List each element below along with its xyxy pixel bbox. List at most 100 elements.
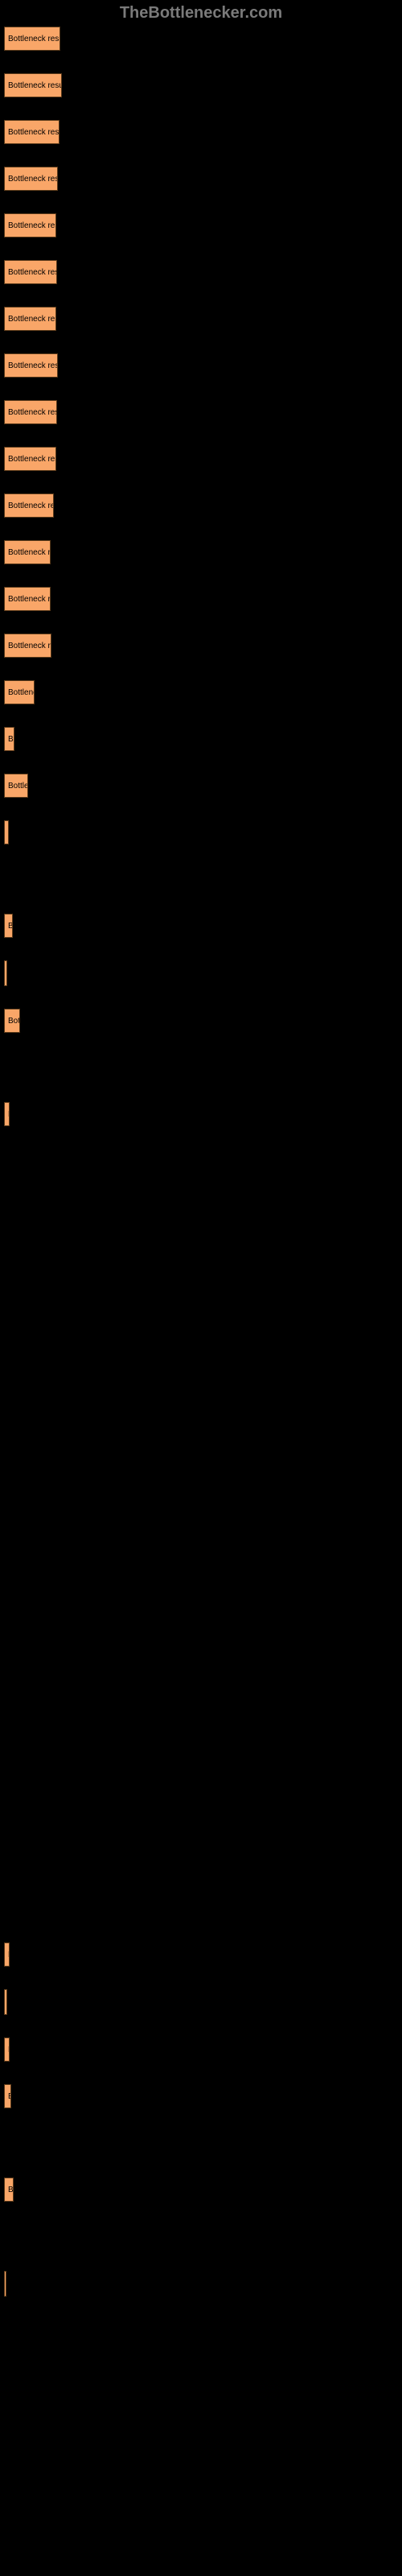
bar-label: Bottleneck res: [8, 502, 54, 510]
bar-row: [4, 1662, 398, 1686]
bar-label: Bottleneck result: [8, 35, 60, 43]
header: TheBottlenecker.com: [0, 0, 402, 27]
chart-bar: Bottleneck resu: [4, 167, 58, 191]
bar-row: Bo: [4, 2178, 398, 2202]
chart-bar: Bottleneck result: [4, 73, 62, 97]
chart-bar: Bottleneck resu: [4, 260, 57, 284]
chart-bar: Bot: [4, 727, 14, 751]
chart-bar: Bottleneck result: [4, 120, 59, 144]
bar-row: [4, 1195, 398, 1220]
chart-bar: Bottleneck re: [4, 587, 51, 611]
bar-row: Bottlen: [4, 774, 398, 798]
bar-label: Bottleneck resu: [8, 315, 56, 324]
bar-label: Bottleneck resu: [8, 268, 57, 277]
bar-row: [4, 1756, 398, 1780]
bar-label: Bott: [8, 1017, 20, 1026]
chart-bar: Bottleneck resu: [4, 447, 56, 471]
bar-label: B: [8, 2046, 10, 2054]
chart-bar: Bottleneck result: [4, 27, 60, 51]
bar-row: Bottleneck res: [4, 493, 398, 518]
bar-row: [4, 2131, 398, 2155]
chart-bar: Bo: [4, 2178, 14, 2202]
chart-bar: Bottleneck re: [4, 540, 51, 564]
bar-row: Bottleneck resu: [4, 307, 398, 331]
bar-row: Bottleneck result: [4, 120, 398, 144]
bar-row: [4, 960, 398, 986]
chart-bar: Bottleneck resu: [4, 353, 58, 378]
chart-bar: Bottleneck resu: [4, 213, 56, 237]
bar-row: Bottlenec: [4, 680, 398, 704]
bar-row: [4, 1896, 398, 1920]
bar-label: B: [8, 1951, 10, 1959]
bar-row: [4, 1289, 398, 1313]
bar-label: Bottleneck result: [8, 81, 62, 90]
chart-bar: Bottleneck res: [4, 493, 54, 518]
bar-row: [4, 1709, 398, 1733]
bar-label: Bottleneck resu: [8, 408, 57, 417]
bar-row: [4, 1149, 398, 1173]
bar-label: B: [8, 828, 9, 837]
bar-label: Bottleneck resu: [8, 361, 58, 370]
chart-bar: [4, 960, 7, 986]
bar-row: Bottleneck resu: [4, 353, 398, 378]
bar-row: [4, 1476, 398, 1500]
bar-row: Bot: [4, 727, 398, 751]
bar-row: [4, 1382, 398, 1406]
chart-bar: Bottlenec: [4, 680, 35, 704]
bar-row: Bottleneck resu: [4, 400, 398, 424]
bar-label: Bot: [8, 735, 14, 744]
chart-bar: Bo: [4, 914, 13, 938]
bar-row: [4, 1522, 398, 1546]
bar-label: Bottlen: [8, 782, 28, 791]
chart-container: Bottleneck result Bottleneck result Bottle…: [0, 27, 402, 2297]
bar-row: B: [4, 1942, 398, 1967]
bar-row: [4, 1616, 398, 1640]
chart-bar: [4, 2271, 6, 2297]
chart-bar: B: [4, 2037, 10, 2062]
bar-row: B: [4, 2037, 398, 2062]
bar-row: [4, 1989, 398, 2015]
bar-label: Bo: [8, 2186, 14, 2194]
bar-row: [4, 1429, 398, 1453]
header-title: TheBottlenecker.com: [120, 4, 282, 22]
bar-row: [4, 1802, 398, 1827]
chart-bar: B: [4, 1102, 10, 1126]
bar-label: B: [8, 1110, 10, 1119]
chart-bar: Bottleneck resu: [4, 400, 57, 424]
bar-row: Bottleneck resu: [4, 213, 398, 237]
bar-row: Bottleneck result: [4, 73, 398, 97]
bar-row: B: [4, 2084, 398, 2108]
bar-label: Bottleneck re: [8, 642, 51, 650]
bar-row: Bo: [4, 914, 398, 938]
bar-label: Bottleneck resu: [8, 455, 56, 464]
bar-label: B: [8, 2092, 11, 2101]
bar-row: [4, 1569, 398, 1593]
bar-row: [4, 1242, 398, 1266]
bar-row: Bottleneck re: [4, 540, 398, 564]
chart-bar: Bottleneck re: [4, 634, 51, 658]
chart-bar: Bottleneck resu: [4, 307, 56, 331]
chart-bar: B: [4, 1942, 10, 1967]
bar-label: Bottlenec: [8, 688, 35, 697]
bar-row: B: [4, 1102, 398, 1126]
bar-label: Bottleneck re: [8, 548, 51, 557]
chart-bar: B: [4, 820, 9, 844]
bar-row: [4, 1055, 398, 1080]
bar-row: [4, 1849, 398, 1873]
chart-bar: Bottlen: [4, 774, 28, 798]
bar-row: Bottleneck re: [4, 587, 398, 611]
bar-label: Bottleneck resu: [8, 221, 56, 230]
bar-row: [4, 1335, 398, 1360]
chart-bar: [4, 1989, 7, 2015]
bar-row: Bottleneck resu: [4, 260, 398, 284]
bar-label: Bottleneck resu: [8, 175, 58, 184]
chart-bar: B: [4, 2084, 11, 2108]
chart-bar: Bott: [4, 1009, 20, 1033]
bar-row: Bott: [4, 1009, 398, 1033]
bar-row: [4, 867, 398, 891]
bar-row: Bottleneck resu: [4, 447, 398, 471]
bar-row: [4, 2224, 398, 2248]
bar-label: Bo: [8, 922, 13, 931]
bar-row: [4, 2271, 398, 2297]
bar-label: Bottleneck result: [8, 128, 59, 137]
